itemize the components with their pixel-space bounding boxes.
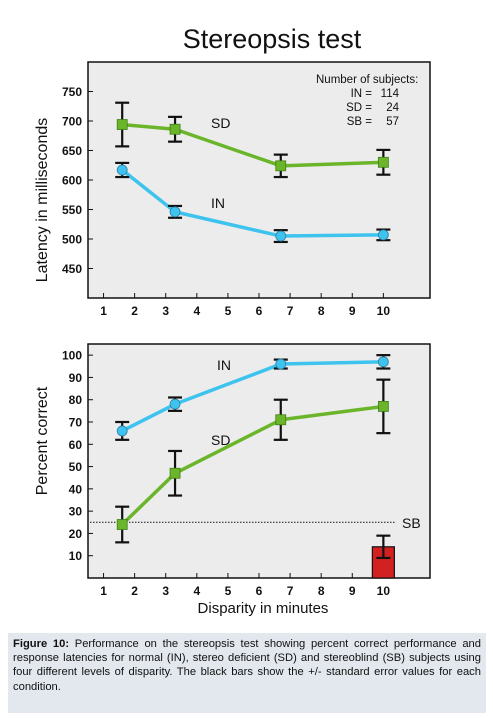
latency-legend: Number of subjects: IN = 114 SD = 24 SB … (316, 74, 418, 128)
x-tick-label: 6 (256, 584, 263, 598)
y-tick-label: 20 (69, 527, 83, 541)
accuracy-series-label-sb: SB (402, 515, 421, 531)
y-tick-label: 70 (69, 416, 83, 430)
y-tick-label: 10 (69, 549, 83, 563)
x-tick-label: 8 (318, 304, 325, 318)
y-tick-label: 90 (69, 371, 83, 385)
accuracy-chart: Percent correct Disparity in minutes 1 2 3… (34, 343, 431, 617)
x-tick-label: 9 (349, 584, 356, 598)
x-tick-label: 2 (131, 304, 138, 318)
y-tick-label: 550 (62, 203, 82, 217)
x-tick-label: 7 (287, 304, 294, 318)
point-sd (275, 160, 287, 172)
point-sd (377, 400, 389, 412)
latency-axis-ticks: 1 2 3 4 5 6 7 8 9 10 450 500 550 600 650 700 750 (62, 85, 390, 318)
point-sd (116, 519, 128, 530)
error-bar-sb (376, 534, 391, 560)
accuracy-series-lines (120, 360, 384, 526)
latency-markers (116, 119, 389, 242)
point-sd (116, 119, 128, 130)
y-tick-label: 100 (62, 349, 82, 363)
point-in (169, 206, 181, 218)
latency-plot-frame (87, 61, 431, 299)
y-tick-label: 650 (62, 144, 82, 158)
x-tick-label: 1 (100, 304, 107, 318)
latency-series-label-sd: SD (211, 115, 230, 131)
caption-text: Performance on the stereopsis test showi… (13, 638, 481, 693)
point-in (169, 398, 181, 410)
x-tick-label: 1 (100, 584, 107, 598)
x-tick-label: 5 (225, 304, 232, 318)
y-tick-label: 450 (62, 262, 82, 276)
legend-row-value: 24 (386, 102, 399, 114)
point-in (116, 164, 128, 176)
x-tick-label: 9 (349, 304, 356, 318)
latency-chart: Latency in milliseconds 1 2 3 4 5 6 7 8 9 10 450 50… (34, 61, 431, 318)
y-tick-label: 80 (69, 393, 83, 407)
y-tick-label: 600 (62, 174, 82, 188)
x-tick-label: 3 (162, 304, 169, 318)
x-tick-label: 4 (193, 304, 200, 318)
y-tick-label: 30 (69, 505, 83, 519)
legend-row-value: 57 (386, 116, 399, 128)
x-tick-label: 4 (193, 584, 200, 598)
line-in (121, 168, 384, 238)
legend-heading: Number of subjects: (316, 74, 418, 86)
x-tick-label: 6 (256, 304, 263, 318)
accuracy-series-label-in: IN (217, 357, 231, 373)
accuracy-series-label-sd: SD (211, 432, 230, 448)
point-sd (169, 467, 181, 479)
legend-row-value: 114 (381, 88, 400, 100)
legend-row-label: SD = (346, 102, 372, 114)
y-tick-label: 700 (62, 115, 82, 129)
legend-row-label: SB = (347, 116, 373, 128)
x-tick-label: 3 (162, 584, 169, 598)
point-sd (377, 156, 389, 168)
y-tick-label: 60 (69, 438, 83, 452)
point-in (275, 358, 287, 370)
accuracy-plot-frame (87, 343, 431, 579)
point-in (275, 230, 287, 242)
accuracy-markers (116, 356, 389, 530)
line-sd (122, 122, 384, 168)
accuracy-axis-ticks: 1 2 3 4 5 6 7 8 9 10 10 20 30 40 50 60 70 80 90 100 (62, 349, 390, 598)
y-tick-label: 40 (69, 482, 83, 496)
line-in (121, 360, 384, 433)
point-in (377, 229, 389, 241)
y-tick-label: 50 (69, 460, 83, 474)
figure-title: Stereopsis test (183, 24, 362, 54)
latency-series-lines (121, 122, 384, 238)
latency-y-axis-label: Latency in milliseconds (34, 118, 51, 283)
x-tick-label: 2 (131, 584, 138, 598)
figure-caption: Figure 10: Performance on the stereopsis… (8, 633, 486, 713)
x-tick-label: 10 (377, 304, 391, 318)
x-tick-label: 7 (287, 584, 294, 598)
point-in (116, 425, 128, 437)
accuracy-x-axis-label: Disparity in minutes (198, 600, 329, 617)
x-tick-label: 10 (377, 584, 391, 598)
latency-series-label-in: IN (211, 195, 225, 211)
line-sd (120, 404, 384, 526)
point-in (377, 356, 389, 368)
legend-row-label: IN = (351, 88, 373, 100)
y-tick-label: 750 (62, 85, 82, 99)
caption-label: Figure 10: (13, 638, 70, 650)
x-tick-label: 5 (225, 584, 232, 598)
y-tick-label: 500 (62, 233, 82, 247)
x-tick-label: 8 (318, 584, 325, 598)
point-sd (169, 123, 181, 135)
point-sd (275, 414, 287, 426)
accuracy-y-axis-label: Percent correct (34, 386, 51, 495)
